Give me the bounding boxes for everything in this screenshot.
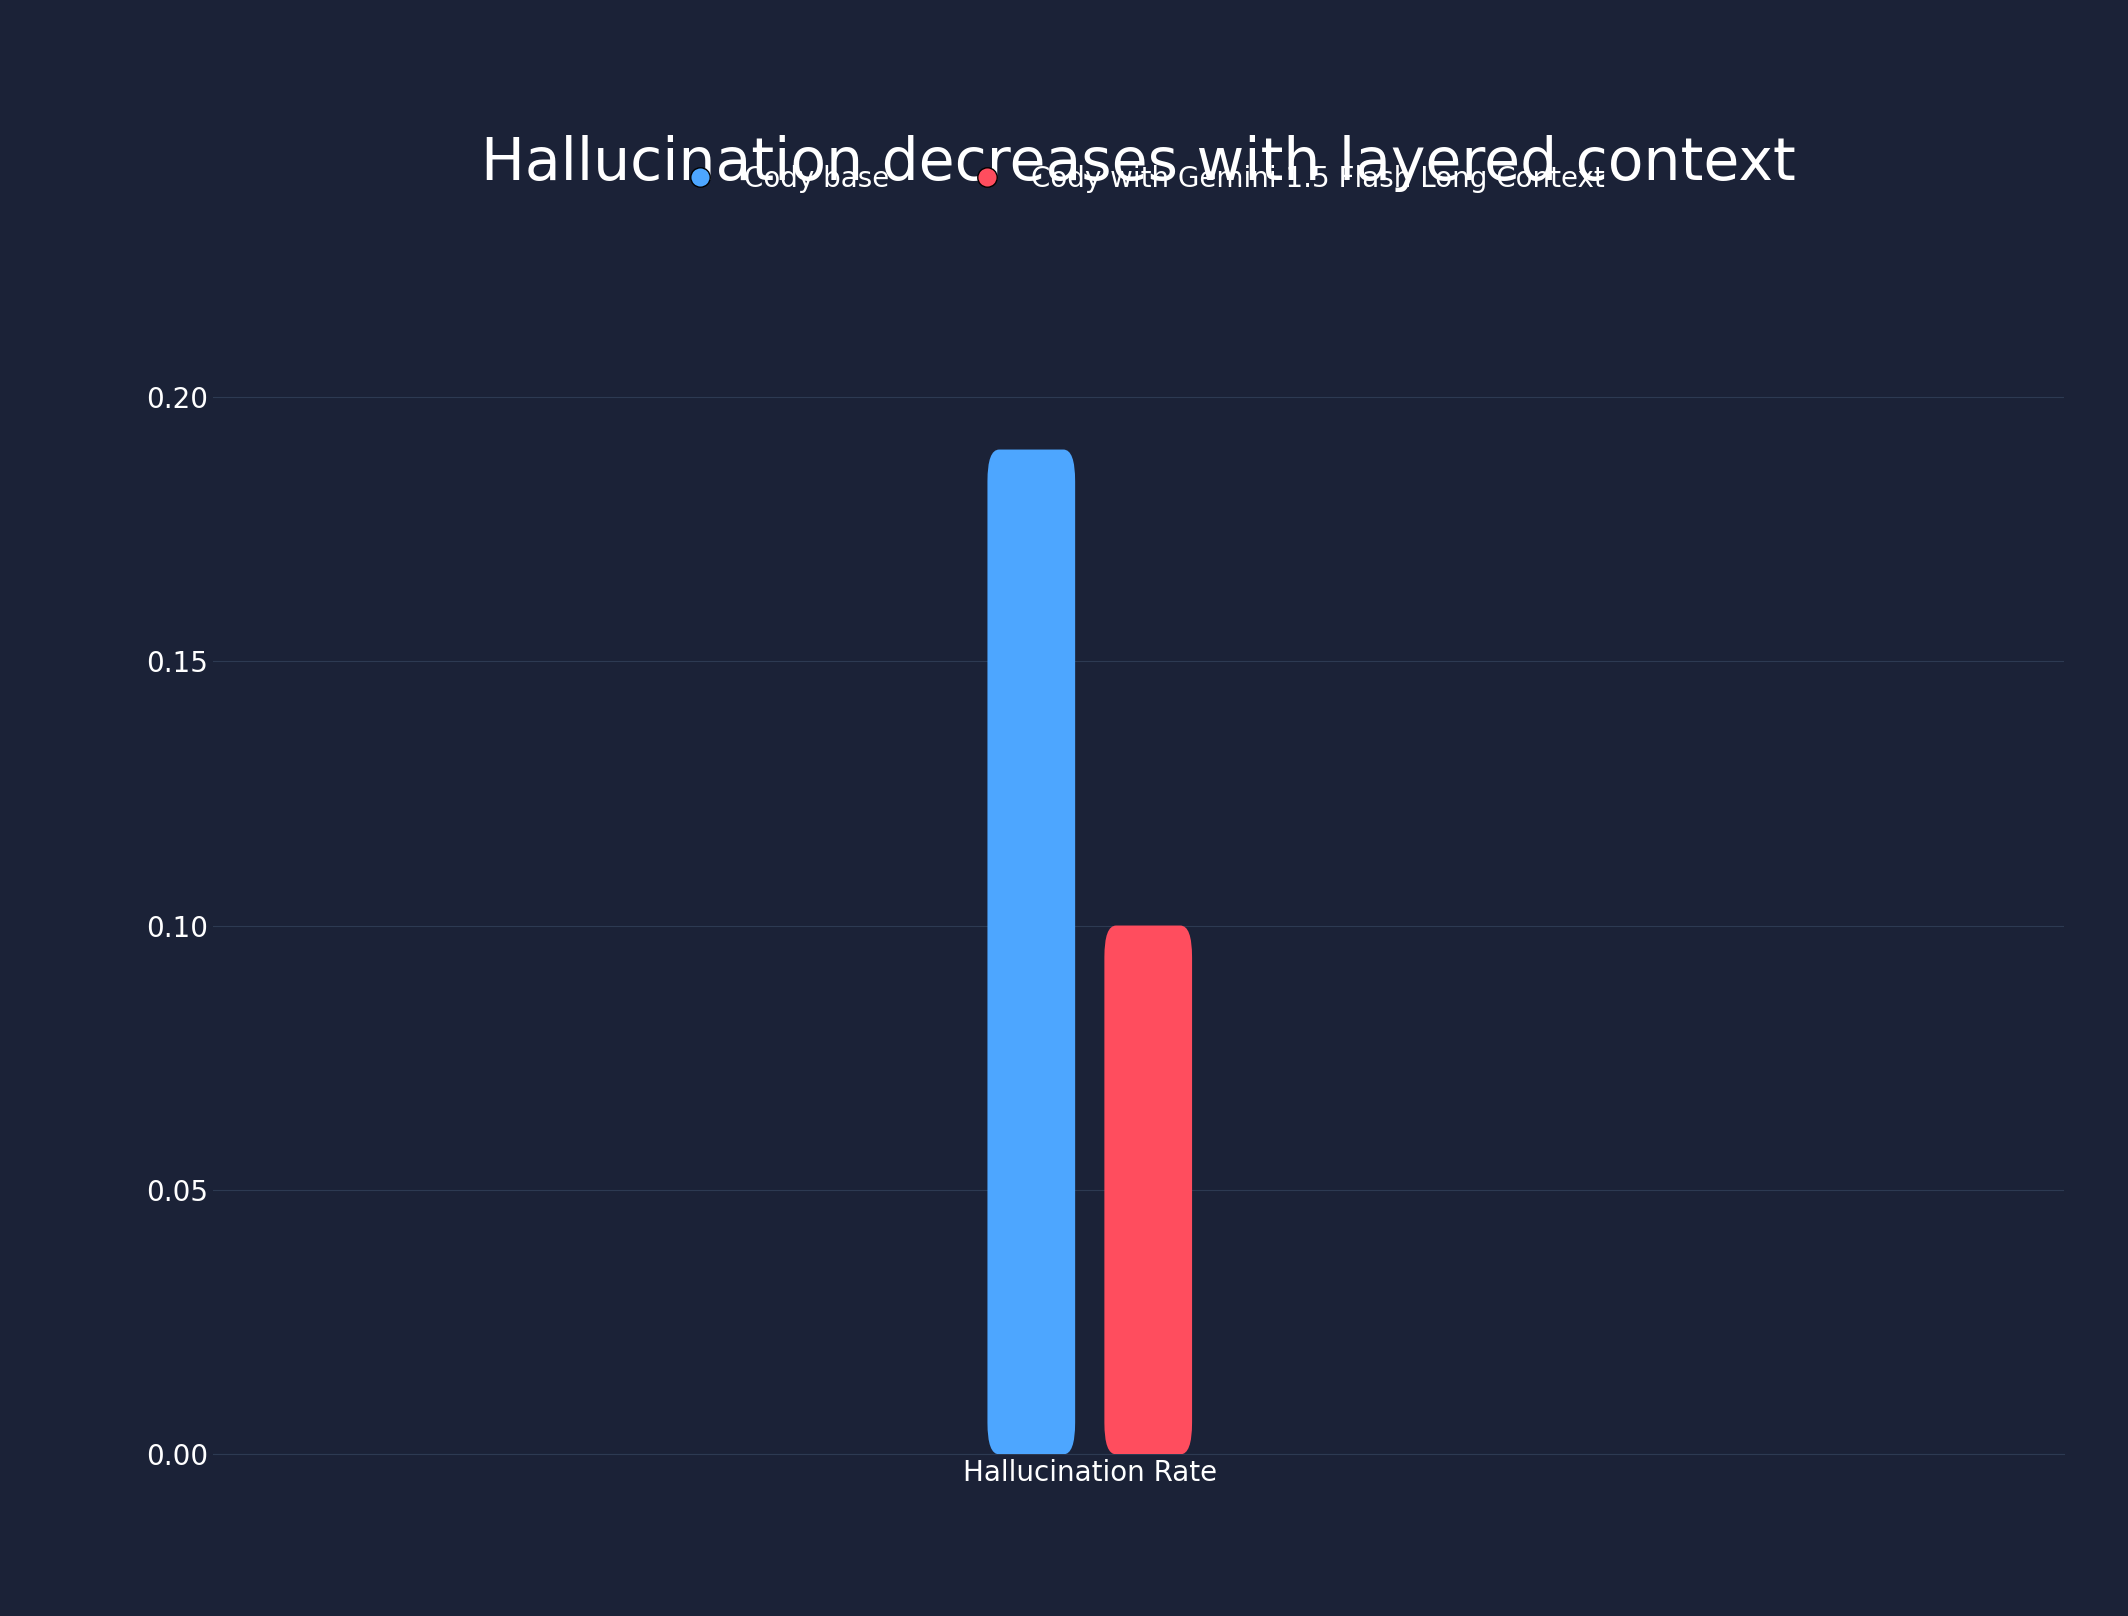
FancyBboxPatch shape: [987, 449, 1075, 1454]
Title: Hallucination decreases with layered context: Hallucination decreases with layered con…: [481, 134, 1796, 192]
FancyBboxPatch shape: [1104, 926, 1192, 1454]
Legend: Cody base, Cody with Gemini 1.5 Flash Long Context: Cody base, Cody with Gemini 1.5 Flash Lo…: [662, 154, 1615, 204]
